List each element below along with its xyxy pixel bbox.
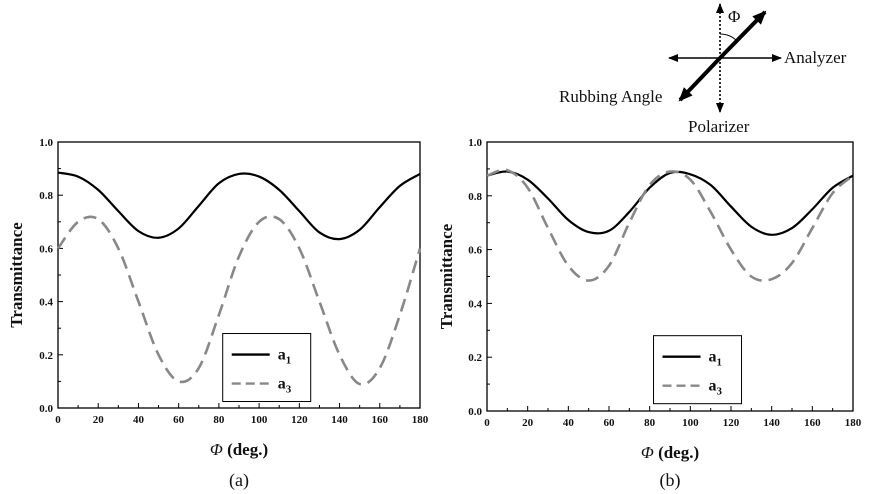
series-line-a1 [57, 171, 421, 241]
y-tick-label: 0.8 [39, 190, 53, 202]
x-tick-label: 80 [644, 417, 656, 429]
polarizer-diagram: Φ Analyzer Rubbing Angle Polarizer [559, 3, 847, 136]
rubbing-direction-arrow [718, 10, 767, 60]
x-tick-label: 120 [291, 414, 308, 426]
x-axis-symbol: Φ [210, 440, 223, 459]
legend-label: a1 [709, 349, 723, 369]
legend-label: a1 [278, 347, 292, 367]
x-axis-unit: (deg.) [223, 440, 268, 459]
x-tick-label: 160 [372, 414, 389, 426]
x-axis-title: Φ (deg.) [641, 443, 699, 462]
polarizer-label: Polarizer [688, 117, 750, 136]
y-tick-label: 1.0 [468, 137, 482, 149]
y-axis-title: Transmittance [437, 223, 456, 329]
x-tick-label: 60 [173, 414, 185, 426]
x-tick-label: 140 [331, 414, 348, 426]
panel-label: (a) [229, 470, 249, 491]
x-tick-label: 100 [682, 417, 699, 429]
y-tick-label: 0.8 [468, 191, 482, 203]
rubbing-angle-label: Rubbing Angle [559, 87, 662, 106]
series-line-a3 [486, 168, 854, 282]
x-tick-label: 0 [484, 417, 490, 429]
legend-label: a3 [278, 376, 292, 396]
legend-label-subscript: 1 [717, 357, 723, 369]
x-tick-label: 100 [251, 414, 268, 426]
y-tick-label: 0.4 [39, 297, 53, 309]
y-tick-label: 0.2 [39, 350, 53, 362]
legend-box [222, 333, 312, 403]
legend-label: a3 [709, 378, 723, 398]
x-tick-label: 20 [522, 417, 534, 429]
legend-label-name: a [278, 347, 286, 364]
y-tick-label: 0.0 [468, 406, 482, 418]
x-tick-label: 120 [723, 417, 740, 429]
y-tick-label: 0.0 [39, 403, 53, 415]
x-tick-label: 140 [763, 417, 780, 429]
legend-label-subscript: 3 [717, 386, 723, 398]
x-tick-label: 180 [412, 414, 429, 426]
y-tick-label: 0.4 [468, 298, 482, 310]
legend-label-name: a [709, 378, 717, 395]
x-tick-label: 20 [93, 414, 105, 426]
legend-label-subscript: 3 [286, 384, 292, 396]
y-tick-label: 0.6 [39, 243, 53, 255]
legend-label-name: a [709, 349, 717, 366]
angle-symbol: Φ [728, 7, 740, 26]
x-axis-symbol: Φ [641, 443, 654, 462]
y-axis-title: Transmittance [7, 222, 26, 328]
x-tick-label: 40 [133, 414, 145, 426]
x-tick-label: 80 [213, 414, 225, 426]
x-axis-unit: (deg.) [654, 443, 699, 462]
x-tick-label: 60 [604, 417, 616, 429]
rubbing-direction-arrow-lower [678, 56, 722, 102]
series-line-a3 [56, 215, 422, 386]
x-axis-title: Φ (deg.) [210, 440, 268, 459]
x-tick-label: 0 [55, 414, 61, 426]
angle-arc [719, 33, 738, 42]
legend-label-subscript: 1 [286, 355, 292, 367]
x-tick-label: 40 [563, 417, 575, 429]
x-tick-label: 160 [804, 417, 821, 429]
analyzer-label: Analyzer [784, 48, 847, 67]
chart-panel-b: 0 20 40 60 80 100 120 140 160 180 0.0 0.2 0.4 0.6 0.8 1… [437, 137, 862, 491]
y-tick-label: 0.6 [468, 245, 482, 257]
series-line-a1 [486, 170, 854, 236]
legend-label-name: a [278, 376, 286, 393]
panel-label: (b) [660, 470, 681, 491]
chart-panel-a: 0 20 40 60 80 100 120 140 160 180 0.0 0.2 0.4 0.6 0.8 1… [7, 137, 429, 491]
x-tick-label: 180 [845, 417, 862, 429]
y-tick-label: 0.2 [468, 352, 482, 364]
y-tick-label: 1.0 [39, 137, 53, 149]
legend-box [653, 335, 743, 405]
